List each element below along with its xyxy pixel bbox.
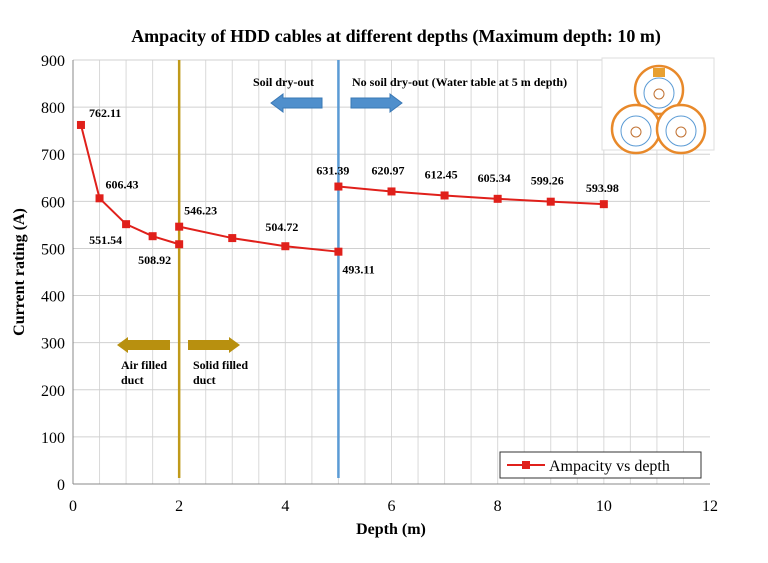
series-line-segment — [152, 235, 180, 246]
y-tick-label: 700 — [41, 147, 65, 164]
data-label: 493.11 — [342, 263, 374, 277]
air-filled-label-2: duct — [121, 373, 144, 387]
cable-trefoil-diagram — [601, 57, 715, 155]
data-point — [122, 220, 131, 229]
soil-dry-out-label: Soil dry-out — [253, 75, 314, 89]
data-label: 762.11 — [89, 106, 121, 120]
legend-label: Ampacity vs depth — [549, 458, 670, 475]
data-point — [228, 234, 237, 243]
soil-dry-out-arrow-icon — [270, 93, 323, 113]
data-label: 593.98 — [586, 181, 619, 195]
x-tick-label: 10 — [596, 498, 612, 515]
data-point — [148, 232, 157, 241]
legend: Ampacity vs depth — [499, 451, 702, 479]
series-line-segment — [178, 225, 233, 240]
solid-filled-label: Solid filled — [193, 358, 248, 372]
series-line-segment — [391, 190, 445, 197]
y-tick-label: 400 — [41, 289, 65, 306]
data-point — [493, 194, 502, 203]
no-soil-dry-out-label: No soil dry-out (Water table at 5 m dept… — [352, 75, 567, 89]
x-tick-label: 6 — [388, 498, 396, 515]
air-filled-label: Air filled — [121, 358, 167, 372]
y-tick-label: 0 — [57, 477, 65, 494]
data-point — [95, 194, 104, 203]
y-tick-label: 600 — [41, 194, 65, 211]
data-label: 508.92 — [138, 253, 171, 267]
x-tick-label: 12 — [702, 498, 718, 515]
y-tick-label: 100 — [41, 430, 65, 447]
no-soil-dry-out-arrow-icon — [350, 93, 403, 113]
data-point — [334, 182, 343, 191]
data-point — [175, 240, 184, 249]
chart-title: Ampacity of HDD cables at different dept… — [131, 26, 661, 47]
legend-marker — [522, 461, 530, 469]
series-line-segment — [444, 194, 498, 200]
y-tick-label: 500 — [41, 241, 65, 258]
data-point — [76, 120, 85, 129]
data-point — [281, 242, 290, 251]
solid-filled-arrow-icon — [188, 337, 240, 353]
y-tick-label: 900 — [41, 53, 65, 70]
air-filled-arrow-icon — [117, 337, 170, 353]
series-line-segment — [550, 200, 604, 206]
y-axis-label: Current rating (A) — [11, 208, 28, 336]
x-tick-label: 0 — [69, 498, 77, 515]
data-point — [175, 222, 184, 231]
data-point — [599, 200, 608, 209]
series-line-segment — [338, 185, 392, 193]
series-line-segment — [125, 223, 154, 238]
data-label: 599.26 — [531, 174, 564, 188]
axes: 0 100 200 300 400 500 600 700 800 900 0 2 4 6 8 10 12 — [41, 53, 718, 515]
x-tick-label: 2 — [175, 498, 183, 515]
y-tick-label: 300 — [41, 336, 65, 353]
data-label: 605.34 — [478, 171, 511, 185]
data-point — [334, 247, 343, 256]
data-label: 620.97 — [372, 163, 405, 177]
y-tick-label: 800 — [41, 100, 65, 117]
x-axis-label: Depth (m) — [356, 521, 426, 538]
solid-filled-label-2: duct — [193, 373, 216, 387]
grid — [73, 59, 710, 485]
series-line-segment — [285, 245, 339, 253]
series-line-segment — [232, 237, 286, 248]
series-line-segment — [98, 197, 127, 225]
data-label: 504.72 — [265, 220, 298, 234]
data-label: 606.43 — [106, 177, 139, 191]
data-point — [387, 187, 396, 196]
x-tick-label: 8 — [494, 498, 502, 515]
data-point — [546, 197, 555, 206]
data-label: 551.54 — [89, 233, 122, 247]
data-label: 631.39 — [316, 164, 349, 178]
x-tick-label: 4 — [281, 498, 289, 515]
data-label: 612.45 — [425, 167, 458, 181]
data-point — [440, 191, 449, 200]
data-label: 546.23 — [184, 204, 217, 218]
series-line-segment — [497, 197, 551, 203]
y-tick-label: 200 — [41, 383, 65, 400]
series-line-segment — [79, 124, 101, 199]
